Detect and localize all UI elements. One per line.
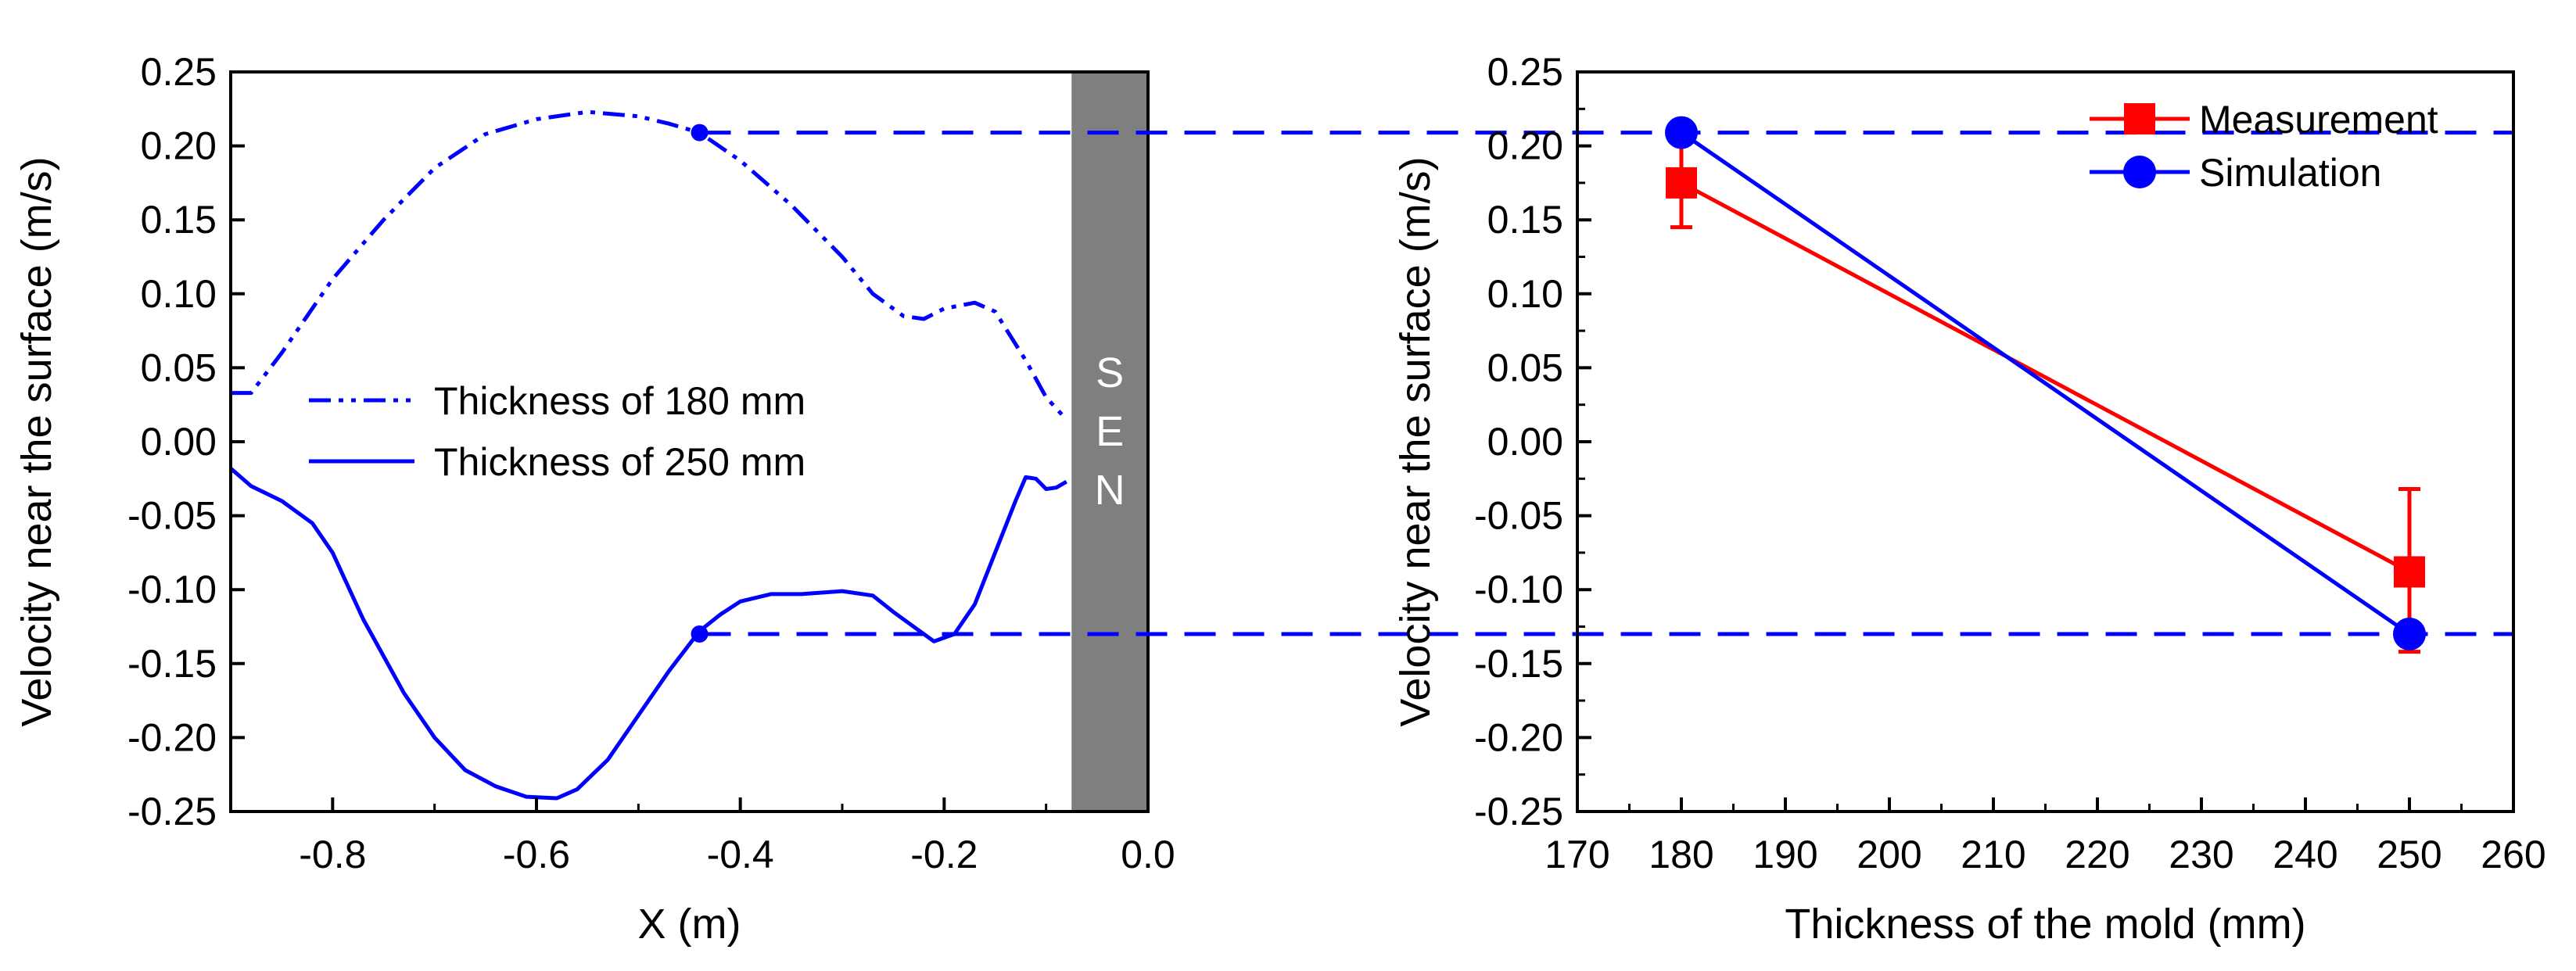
series-line-180mm	[231, 109, 1068, 421]
left-series-group	[229, 109, 1068, 801]
y-tick-label: 0.00	[1487, 420, 1563, 464]
x-tick-label: 240	[2273, 833, 2337, 876]
legend-label-simulation: Simulation	[2199, 151, 2381, 195]
y-tick-label: -0.15	[1474, 642, 1563, 686]
right-y-axis-label: Velocity near the surface (m/s)	[1392, 156, 1439, 726]
sen-letter: N	[1095, 467, 1125, 514]
x-tick-label: 260	[2481, 833, 2546, 876]
sen-letter: S	[1096, 349, 1124, 396]
sen-block	[1071, 72, 1148, 812]
y-tick-label: 0.15	[1487, 198, 1563, 242]
measurement-point	[2394, 556, 2425, 588]
x-tick-label: -0.4	[707, 833, 774, 876]
legend-marker-measurement	[2124, 103, 2155, 134]
x-tick-label: -0.6	[503, 833, 570, 876]
x-tick-label: -0.8	[299, 833, 366, 876]
left-chart: SEN -0.8 -0.6 -0.4 -0.2 0.0 0.25 0.20 0.15 0.10…	[13, 50, 1175, 948]
dashed-connectors	[699, 131, 2513, 636]
simulation-point	[1665, 116, 1698, 149]
x-tick-label: 200	[1857, 833, 1921, 876]
series-line-250mm	[229, 467, 1067, 801]
y-tick-label: 0.10	[1487, 272, 1563, 316]
right-legend: Measurement Simulation	[2090, 98, 2438, 195]
y-tick-label: 0.05	[1487, 346, 1563, 389]
y-tick-label: 0.15	[141, 198, 217, 242]
legend-marker-simulation	[2123, 156, 2156, 188]
sen-letter: E	[1096, 408, 1124, 455]
right-x-ticks: 170 180 190 200 210 220 230 240 250 260	[1545, 797, 2546, 876]
y-tick-label: -0.05	[127, 494, 217, 538]
left-x-axis-label: X (m)	[638, 901, 741, 948]
y-tick-label: -0.25	[127, 790, 217, 833]
y-tick-label: 0.25	[1487, 50, 1563, 94]
left-x-ticks: -0.8 -0.6 -0.4 -0.2 0.0	[229, 797, 1175, 876]
right-chart: 170 180 190 200 210 220 230 240 250 260 0.250.200…	[1392, 50, 2546, 948]
left-y-axis-label: Velocity near the surface (m/s)	[13, 156, 60, 726]
right-y-ticks: 0.25 0.20 0.15 0.10 0.05 0.00 -0.05 -0.10 -0.15 -…	[1474, 50, 1591, 833]
y-tick-label: 0.05	[141, 346, 217, 389]
left-legend: Thickness of 180 mm Thickness of 250 mm	[309, 379, 805, 484]
y-tick-label: 0.20	[141, 124, 217, 168]
simulation-point	[2393, 617, 2426, 650]
legend-label-measurement: Measurement	[2199, 98, 2438, 142]
x-tick-label: 230	[2169, 833, 2233, 876]
y-tick-label: 0.10	[141, 272, 217, 316]
measurement-point	[1666, 167, 1697, 199]
x-tick-label: -0.2	[910, 833, 978, 876]
legend-label-250mm: Thickness of 250 mm	[434, 440, 805, 484]
right-series-group	[1665, 116, 2426, 654]
x-tick-label: 250	[2377, 833, 2441, 876]
y-tick-label: 0.20	[1487, 124, 1563, 168]
y-tick-label: -0.10	[127, 568, 217, 611]
y-tick-label: 0.00	[141, 420, 217, 464]
y-tick-label: -0.15	[127, 642, 217, 686]
legend-label-180mm: Thickness of 180 mm	[434, 379, 805, 423]
x-tick-label: 180	[1649, 833, 1713, 876]
x-tick-label: 220	[2065, 833, 2129, 876]
right-x-axis-label: Thickness of the mold (mm)	[1785, 901, 2305, 948]
y-tick-label: -0.20	[127, 715, 217, 759]
x-tick-label: 210	[1961, 833, 2025, 876]
x-tick-label: 170	[1545, 833, 1609, 876]
x-tick-label: 190	[1753, 833, 1817, 876]
series-line-simulation	[1680, 131, 2411, 636]
y-tick-label: -0.05	[1474, 494, 1563, 538]
series-line-measurement	[1680, 181, 2411, 574]
y-tick-label: 0.25	[141, 50, 217, 94]
y-tick-label: -0.25	[1474, 790, 1563, 833]
sen-label: SEN	[1095, 349, 1125, 514]
y-tick-label: -0.10	[1474, 568, 1563, 611]
left-y-ticks: 0.25 0.20 0.15 0.10 0.05 0.00 -0.05 -0.10 -0.15 -…	[127, 50, 245, 833]
y-tick-label: -0.20	[1474, 715, 1563, 759]
x-tick-label: 0.0	[1121, 833, 1175, 876]
